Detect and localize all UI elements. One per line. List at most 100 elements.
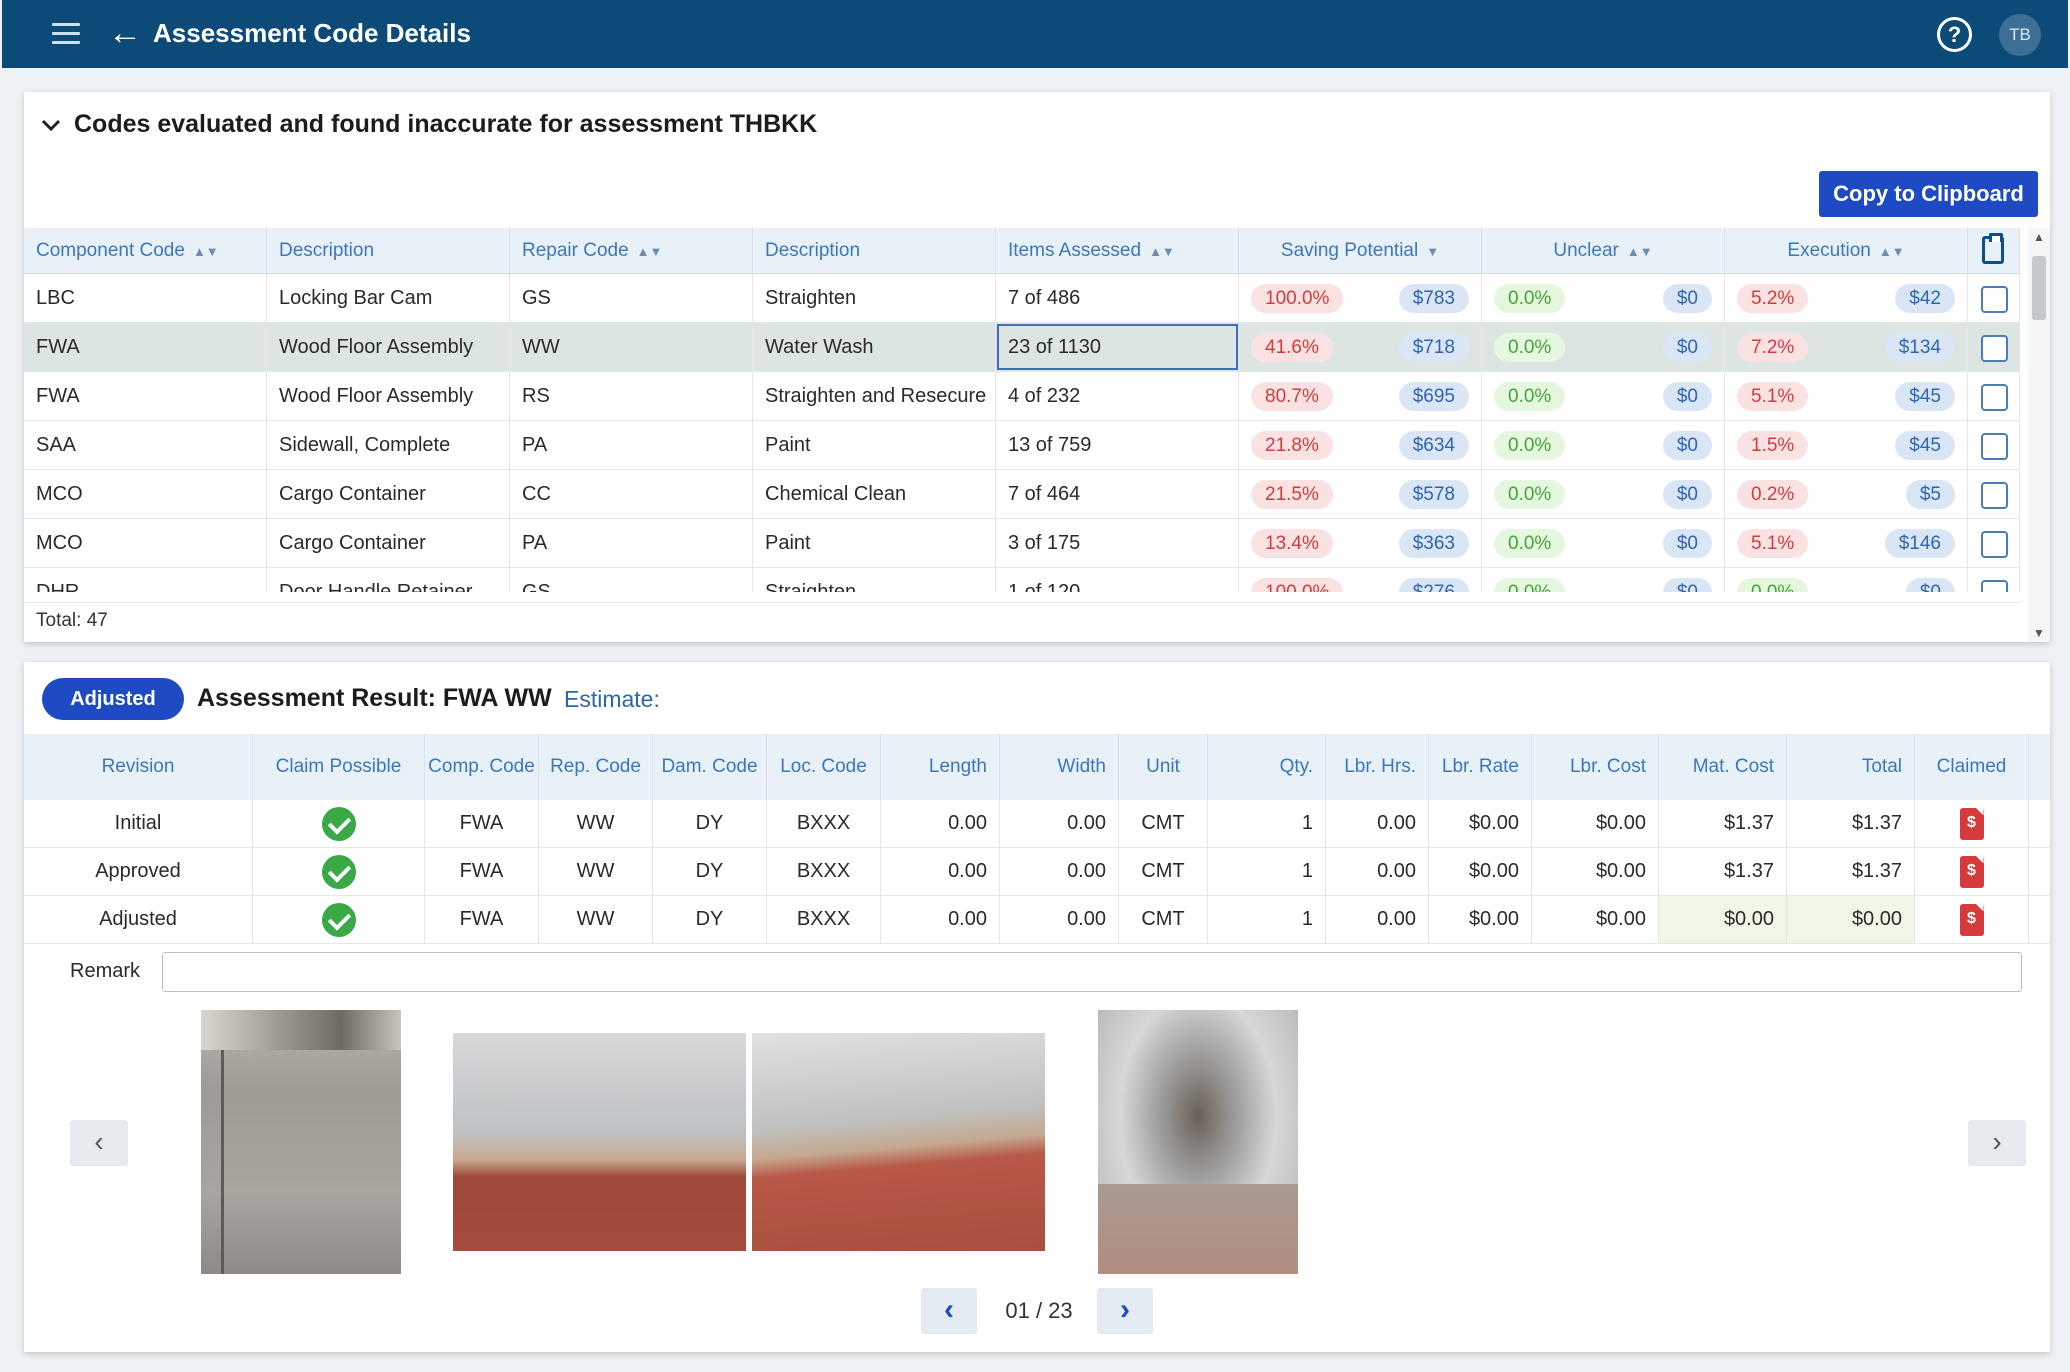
codes-heading: Codes evaluated and found inaccurate for… xyxy=(74,110,818,138)
status-badge[interactable]: Adjusted xyxy=(42,678,184,720)
mat-cost-cell: $1.37 xyxy=(1659,800,1787,847)
scrollbar-thumb[interactable] xyxy=(2032,256,2046,320)
unclear-percent-badge: 0.0% xyxy=(1494,382,1566,411)
sort-icon[interactable]: ▲▼ xyxy=(636,244,663,259)
items-assessed-cell[interactable]: 1 of 120 xyxy=(996,568,1239,592)
column-header-items-assessed[interactable]: Items Assessed ▲▼ xyxy=(996,228,1239,273)
saving-amount-badge: $718 xyxy=(1398,333,1469,362)
sort-icon[interactable]: ▲▼ xyxy=(192,244,219,259)
lbr-hrs-cell: 0.00 xyxy=(1326,896,1429,943)
menu-icon[interactable] xyxy=(52,23,80,45)
damage-photo[interactable] xyxy=(752,1033,1045,1251)
column-header-revision: Revision xyxy=(24,734,253,800)
chevron-left-icon[interactable]: ‹ xyxy=(70,1120,128,1166)
claim-document-icon[interactable] xyxy=(1959,855,1984,888)
check-circle-icon xyxy=(321,854,356,889)
items-assessed-cell[interactable]: 3 of 175 xyxy=(996,519,1239,567)
table-row[interactable]: MCO Cargo Container PA Paint 3 of 175 13.4% $3… xyxy=(24,519,2020,568)
column-header-length: Length xyxy=(881,734,1000,800)
sort-icon[interactable]: ▲▼ xyxy=(1626,244,1653,259)
column-header-unclear[interactable]: Unclear ▲▼ xyxy=(1482,228,1725,273)
remark-input[interactable] xyxy=(162,952,2022,992)
execution-percent-badge: 5.2% xyxy=(1737,284,1809,313)
row-checkbox[interactable] xyxy=(1981,335,2008,362)
back-arrow-icon[interactable]: ← xyxy=(108,14,142,52)
items-assessed-cell[interactable]: 4 of 232 xyxy=(996,372,1239,420)
pager-prev-button[interactable]: ‹ xyxy=(921,1288,977,1334)
component-description-cell: Wood Floor Assembly xyxy=(267,372,510,420)
estimate-link[interactable]: Estimate: xyxy=(564,686,660,712)
column-header-description[interactable]: Description xyxy=(267,228,510,273)
column-header-repair-description[interactable]: Description xyxy=(753,228,996,273)
column-header-component-code[interactable]: Component Code ▲▼ xyxy=(24,228,267,273)
execution-percent-badge: 5.1% xyxy=(1737,529,1809,558)
column-header-claimed: Claimed xyxy=(1915,734,2029,800)
chevron-down-icon[interactable] xyxy=(40,114,62,136)
scroll-up-icon[interactable]: ▲ xyxy=(2033,230,2045,244)
column-header-execution[interactable]: Execution ▲▼ xyxy=(1725,228,1968,273)
check-circle-icon xyxy=(321,902,356,937)
unclear-amount-badge: $0 xyxy=(1662,529,1712,558)
saving-potential-cell: 80.7% $695 xyxy=(1239,372,1482,420)
row-checkbox[interactable] xyxy=(1981,433,2008,460)
damage-photo[interactable] xyxy=(453,1033,746,1251)
unclear-amount-badge: $0 xyxy=(1662,382,1712,411)
claim-possible-cell xyxy=(253,800,425,847)
table-scrollbar[interactable]: ▲ ▼ xyxy=(2028,228,2050,642)
saving-amount-badge: $695 xyxy=(1398,382,1469,411)
execution-percent-badge: 0.0% xyxy=(1737,578,1809,592)
loc-code-cell: BXXX xyxy=(767,896,881,943)
row-checkbox[interactable] xyxy=(1981,531,2008,558)
sort-desc-icon[interactable]: ▼ xyxy=(1426,244,1440,259)
saving-percent-badge: 13.4% xyxy=(1251,529,1333,558)
clipboard-icon[interactable] xyxy=(1982,233,2004,264)
column-header-repair-code[interactable]: Repair Code ▲▼ xyxy=(510,228,753,273)
items-assessed-cell[interactable]: 13 of 759 xyxy=(996,421,1239,469)
lbr-rate-cell: $0.00 xyxy=(1429,800,1532,847)
unclear-cell: 0.0% $0 xyxy=(1482,568,1725,592)
saving-percent-badge: 100.0% xyxy=(1251,578,1344,592)
table-row[interactable]: SAA Sidewall, Complete PA Paint 13 of 759 21.… xyxy=(24,421,2020,470)
claim-document-icon[interactable] xyxy=(1959,807,1984,840)
chevron-right-icon[interactable]: › xyxy=(1968,1120,2026,1166)
revision-table-body: Initial FWA WW DY BXXX 0.00 0.00 CMT 1 0.00 $0.00 $… xyxy=(24,800,2050,944)
damage-photo[interactable] xyxy=(1098,1010,1298,1274)
column-header-lbr-rate: Lbr. Rate xyxy=(1429,734,1532,800)
copy-to-clipboard-button[interactable]: Copy to Clipboard xyxy=(1819,171,2038,217)
execution-amount-badge: $134 xyxy=(1884,333,1955,362)
table-row[interactable]: DHR Door Handle Retainer GS Straighten 1 of … xyxy=(24,568,2020,592)
repair-code-cell: GS xyxy=(510,274,753,322)
items-assessed-cell[interactable]: 23 of 1130 xyxy=(996,323,1239,371)
items-assessed-cell[interactable]: 7 of 464 xyxy=(996,470,1239,518)
total-count: Total: 47 xyxy=(36,610,108,631)
row-checkbox[interactable] xyxy=(1981,384,2008,411)
pager-next-button[interactable]: › xyxy=(1097,1288,1153,1334)
sort-icon[interactable]: ▲▼ xyxy=(1878,244,1905,259)
execution-cell: 1.5% $45 xyxy=(1725,421,1968,469)
column-header-width: Width xyxy=(1000,734,1119,800)
help-icon[interactable]: ? xyxy=(1937,17,1972,52)
row-checkbox[interactable] xyxy=(1981,482,2008,509)
loc-code-cell: BXXX xyxy=(767,800,881,847)
column-header-saving-potential[interactable]: Saving Potential ▼ xyxy=(1239,228,1482,273)
table-row[interactable]: FWA Wood Floor Assembly RS Straighten and R… xyxy=(24,372,2020,421)
items-assessed-cell[interactable]: 7 of 486 xyxy=(996,274,1239,322)
table-row[interactable]: FWA Wood Floor Assembly WW Water Wash 23 of … xyxy=(24,323,2020,372)
execution-amount-badge: $146 xyxy=(1884,529,1955,558)
lbr-hrs-cell: 0.00 xyxy=(1326,848,1429,895)
row-checkbox[interactable] xyxy=(1981,286,2008,313)
execution-amount-badge: $5 xyxy=(1905,480,1955,509)
avatar[interactable]: TB xyxy=(1999,14,2041,56)
sort-icon[interactable]: ▲▼ xyxy=(1149,244,1175,259)
table-row[interactable]: MCO Cargo Container CC Chemical Clean 7 of 4… xyxy=(24,470,2020,519)
claim-document-icon[interactable] xyxy=(1959,903,1984,936)
select-cell xyxy=(1968,323,2020,371)
row-checkbox[interactable] xyxy=(1981,580,2008,592)
column-header-dam-code: Dam. Code xyxy=(653,734,767,800)
saving-potential-cell: 13.4% $363 xyxy=(1239,519,1482,567)
saving-amount-badge: $578 xyxy=(1398,480,1469,509)
component-code-cell: FWA xyxy=(24,372,267,420)
scroll-down-icon[interactable]: ▼ xyxy=(2033,626,2045,640)
table-row[interactable]: LBC Locking Bar Cam GS Straighten 7 of 486 10… xyxy=(24,274,2020,323)
damage-photo[interactable] xyxy=(201,1010,401,1274)
